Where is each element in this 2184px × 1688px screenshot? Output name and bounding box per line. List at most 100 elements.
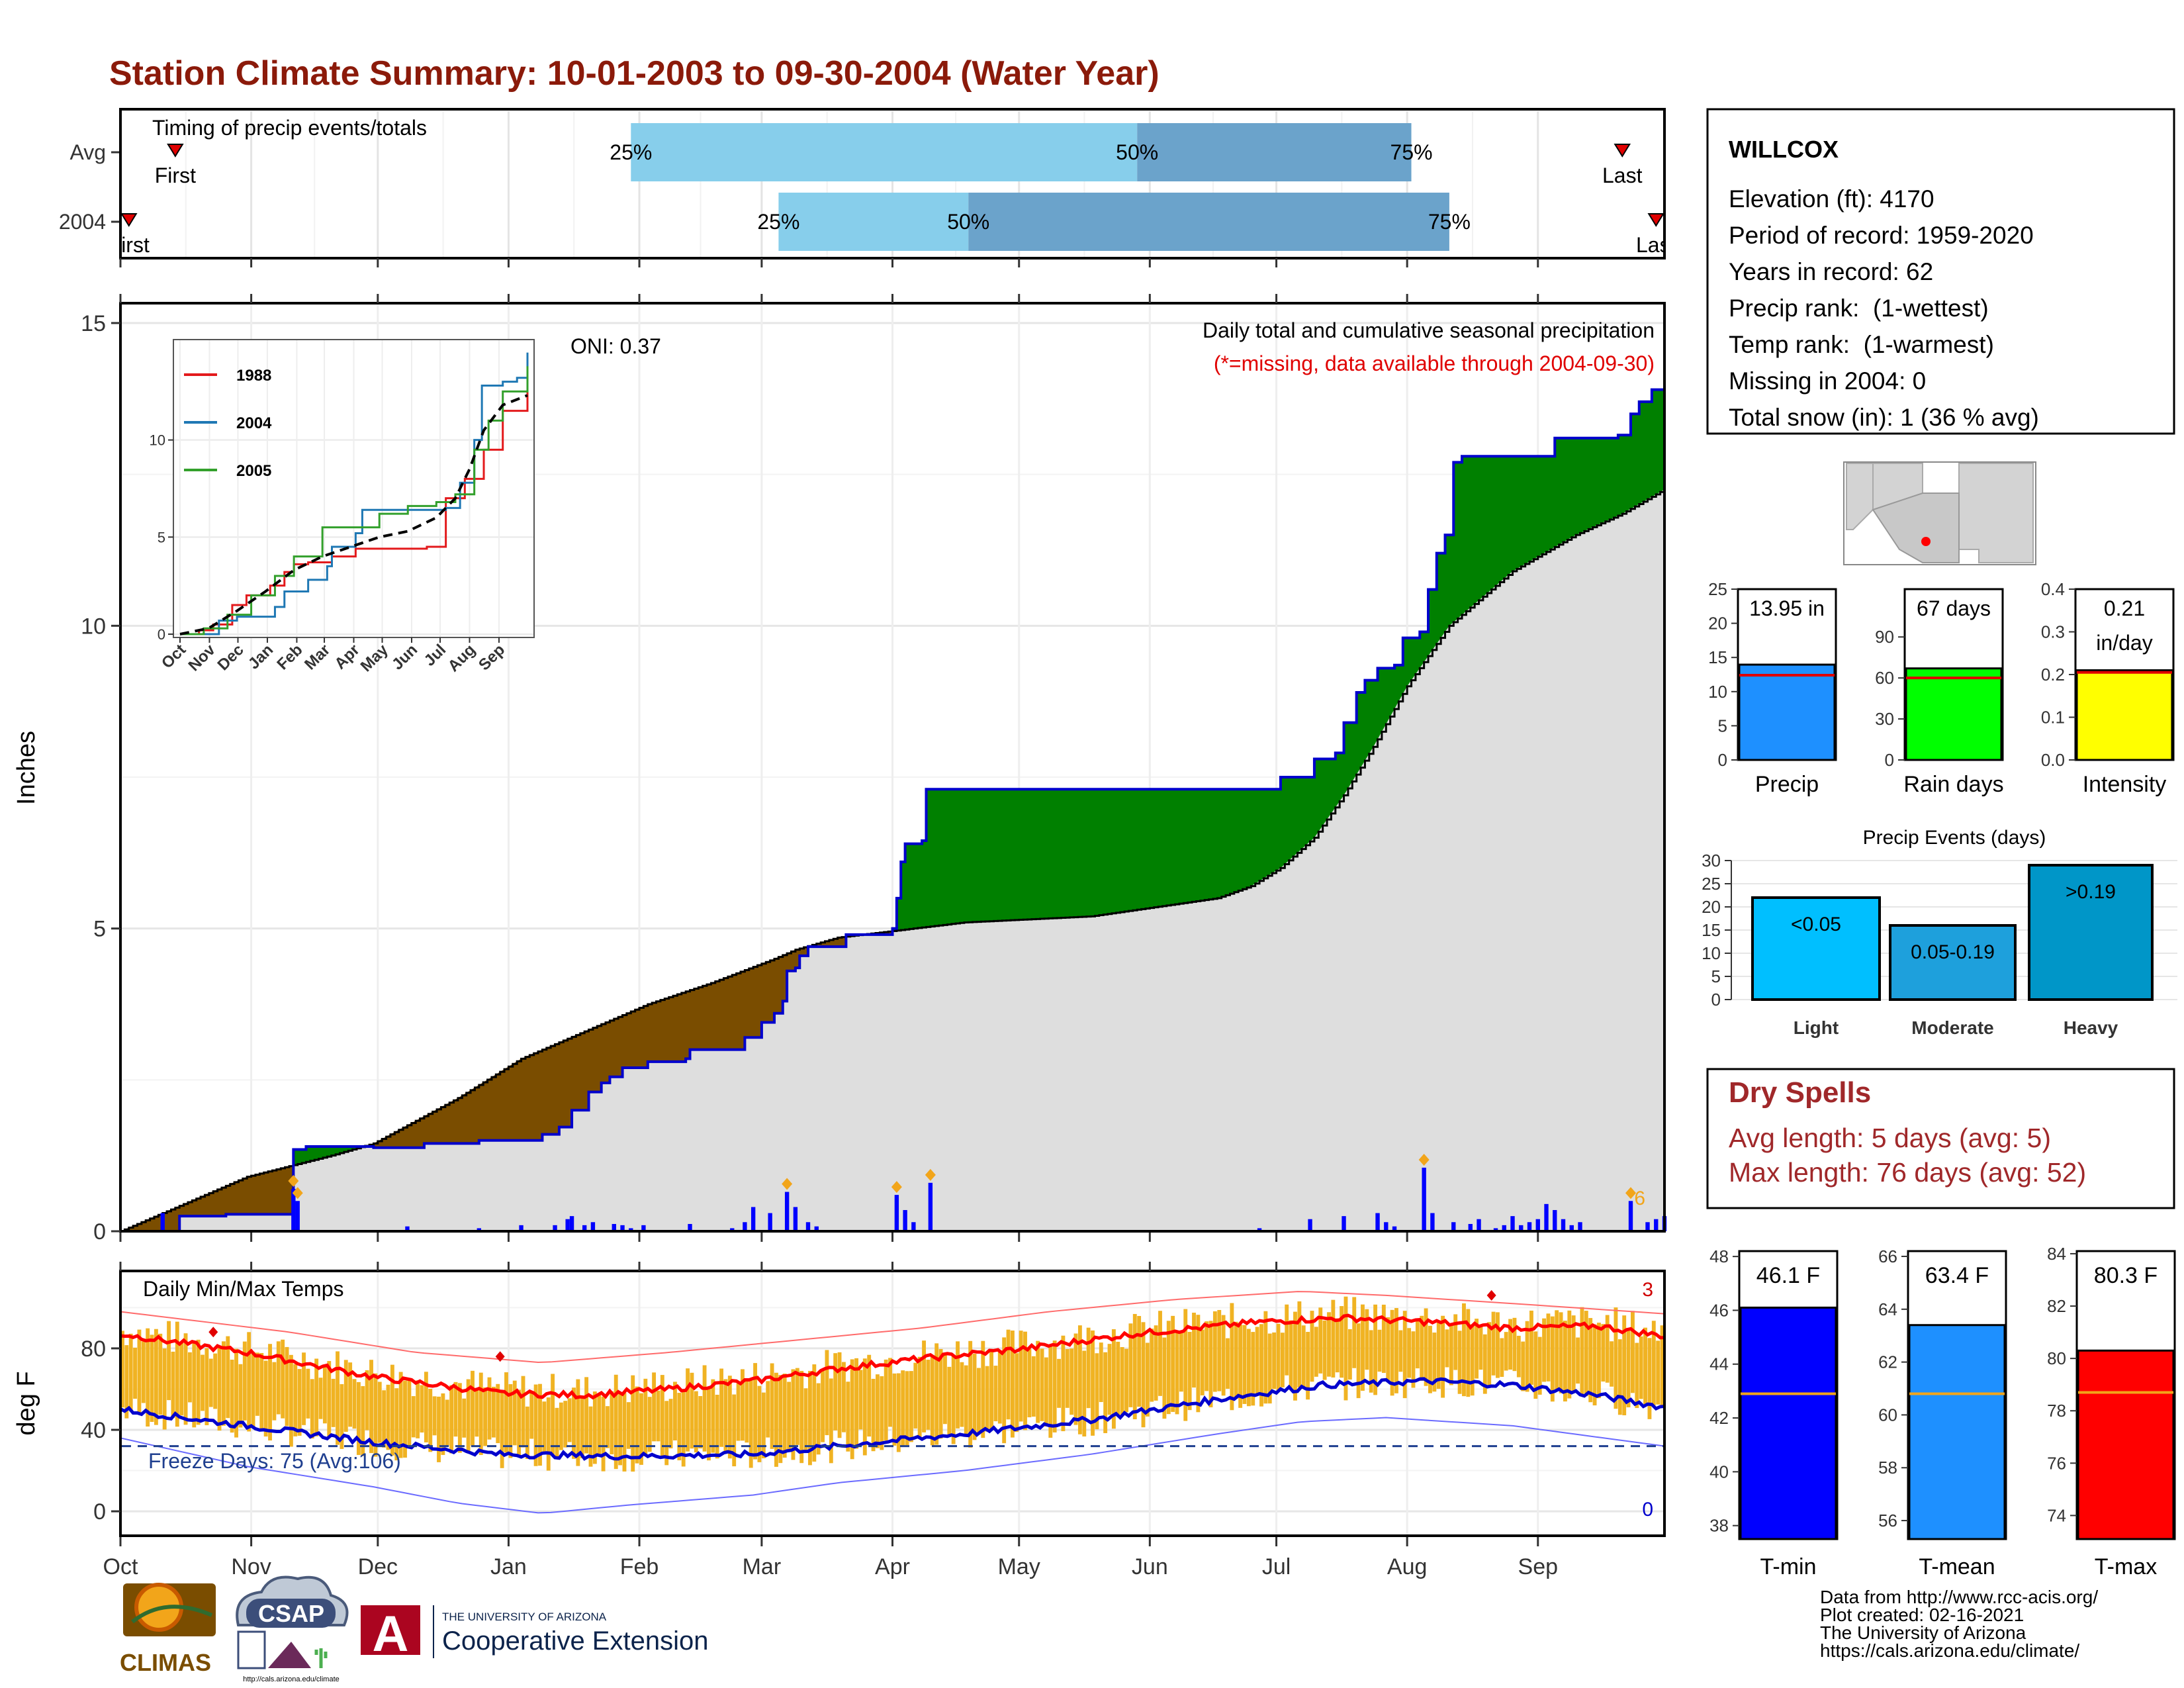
csap-text: CSAP <box>258 1600 324 1627</box>
daily-temp-bar <box>1217 1309 1222 1391</box>
events-bar-label: >0.19 <box>2066 881 2116 903</box>
daily-temp-bar <box>1432 1333 1437 1392</box>
csap-badge <box>246 1599 336 1628</box>
daily-temp-bar <box>698 1396 703 1448</box>
daily-temp-bar <box>1318 1307 1323 1374</box>
daily-temp-bar <box>1289 1320 1293 1390</box>
csap-bars-icon <box>237 1630 266 1669</box>
daily-temp-bar <box>686 1368 690 1452</box>
daily-temp-bar <box>997 1350 1002 1424</box>
daily-precip-bar <box>1544 1203 1549 1231</box>
temp-x-tick-label: May <box>998 1554 1040 1579</box>
daily-temp-bar <box>1061 1335 1066 1432</box>
daily-temp-bar <box>985 1366 989 1432</box>
daily-temp-bar <box>327 1361 332 1437</box>
daily-temp-bar <box>563 1401 568 1448</box>
timing-bar-q25-q50 <box>778 193 969 251</box>
timing-first-label: First <box>155 164 196 187</box>
daily-temp-bar <box>711 1379 715 1453</box>
timing-first-marker-icon <box>122 213 138 227</box>
daily-temp-bar <box>1550 1316 1555 1402</box>
daily-temp-bar <box>567 1398 572 1442</box>
timing-row-label: 2004 <box>59 210 106 234</box>
daily-temp-bar <box>715 1394 719 1459</box>
daily-temp-bar <box>183 1333 188 1425</box>
temp-x-tick-label: Nov <box>231 1554 271 1579</box>
daily-precip-bar <box>805 1222 811 1231</box>
daily-temp-bar <box>428 1388 433 1452</box>
daily-temp-bar <box>846 1382 850 1452</box>
timing-panel: 25% 50% 75% First Last 25% 50% 75% First Last Tim… <box>59 108 1666 267</box>
daily-temp-bar <box>976 1368 981 1434</box>
avg-max-line <box>120 1313 1665 1400</box>
daily-temp-bar <box>1306 1332 1310 1400</box>
daily-temp-bar <box>1069 1348 1074 1415</box>
timing-last-marker-icon <box>1614 144 1631 158</box>
temp-y-tick-label: 80 <box>81 1336 106 1362</box>
extreme-precip-marker-icon <box>1625 1187 1637 1199</box>
daily-temp-bar <box>1428 1325 1432 1393</box>
summary-name-label: Rain days <box>1903 772 2003 797</box>
daily-temp-bar <box>1381 1304 1386 1373</box>
daily-precip-bar <box>1654 1219 1659 1231</box>
timing-q75-label: 75% <box>1390 140 1433 164</box>
daily-temp-bar <box>858 1370 863 1430</box>
daily-temp-bar <box>137 1329 142 1415</box>
timing-q25-label: 25% <box>610 140 652 164</box>
daily-temp-bar <box>1335 1318 1340 1373</box>
daily-temp-bar <box>1407 1328 1412 1378</box>
extreme-precip-marker-icon <box>782 1178 793 1190</box>
inset-legend-label: 2005 <box>236 462 271 480</box>
daily-temp-bar <box>951 1354 956 1444</box>
daily-temp-bar <box>546 1397 551 1471</box>
events-category-label: Light <box>1794 1017 1839 1038</box>
daily-temp-bar <box>1445 1329 1449 1368</box>
daily-temp-bar <box>702 1365 707 1452</box>
daily-temp-bar <box>1019 1331 1023 1422</box>
daily-temp-bar <box>1415 1320 1420 1369</box>
station-snow: Total snow (in): 1 (36 % avg) <box>1729 404 2039 431</box>
daily-temp-bar <box>141 1341 146 1403</box>
record-max-marker-icon <box>208 1327 218 1338</box>
daily-temp-bar <box>1044 1357 1048 1427</box>
daily-temp-bar <box>673 1382 677 1440</box>
precip-y-tick-label: 15 <box>81 311 106 336</box>
daily-temp-bar <box>1183 1309 1188 1421</box>
precip-y-tick-label: 0 <box>93 1219 106 1244</box>
daily-temp-bar <box>1420 1315 1424 1381</box>
temp-x-tick-label: Aug <box>1387 1554 1428 1579</box>
daily-temp-bar <box>1187 1332 1192 1411</box>
daily-temp-bar <box>1238 1325 1243 1408</box>
daily-temp-bar <box>128 1333 133 1411</box>
daily-temp-bar <box>263 1360 268 1437</box>
inset-x-tick-label: Sep <box>475 641 508 674</box>
daily-temp-bar <box>1516 1335 1521 1378</box>
timing-label: Timing of precip events/totals <box>152 116 427 140</box>
daily-temp-bar <box>647 1397 652 1452</box>
daily-temp-bar <box>1301 1325 1306 1389</box>
daily-precip-bar <box>911 1222 916 1231</box>
ua-big-text: Cooperative Extension <box>442 1626 708 1656</box>
daily-temp-bar <box>1073 1333 1078 1425</box>
daily-temp-bar <box>1369 1330 1373 1393</box>
daily-temp-bar <box>394 1388 399 1461</box>
inset-gridlines <box>173 340 534 637</box>
inset-x-tick-label: May <box>357 641 392 676</box>
daily-precip-bar <box>1510 1216 1515 1231</box>
inset-legend-label: 1988 <box>236 367 271 385</box>
daily-temp-bar <box>677 1393 682 1461</box>
daily-temp-bar <box>580 1397 584 1458</box>
daily-temp-bar <box>221 1341 226 1426</box>
daily-temp-bar <box>1141 1322 1146 1428</box>
daily-precip-bar <box>1493 1228 1498 1231</box>
temp-x-tick-label: Jul <box>1262 1554 1291 1579</box>
daily-precip-bar <box>751 1207 756 1231</box>
daily-temp-bar <box>576 1379 580 1466</box>
summary-y-tick-label: 0.2 <box>2041 665 2065 684</box>
inset-x-tick-label: Jan <box>245 641 277 673</box>
daily-temp-bar <box>639 1393 643 1465</box>
daily-temp-bar <box>500 1391 504 1468</box>
daily-temp-bar <box>559 1402 563 1450</box>
precip-y-axis: 0 5 10 15 <box>81 311 120 1244</box>
ua-a-icon: A <box>373 1606 409 1662</box>
